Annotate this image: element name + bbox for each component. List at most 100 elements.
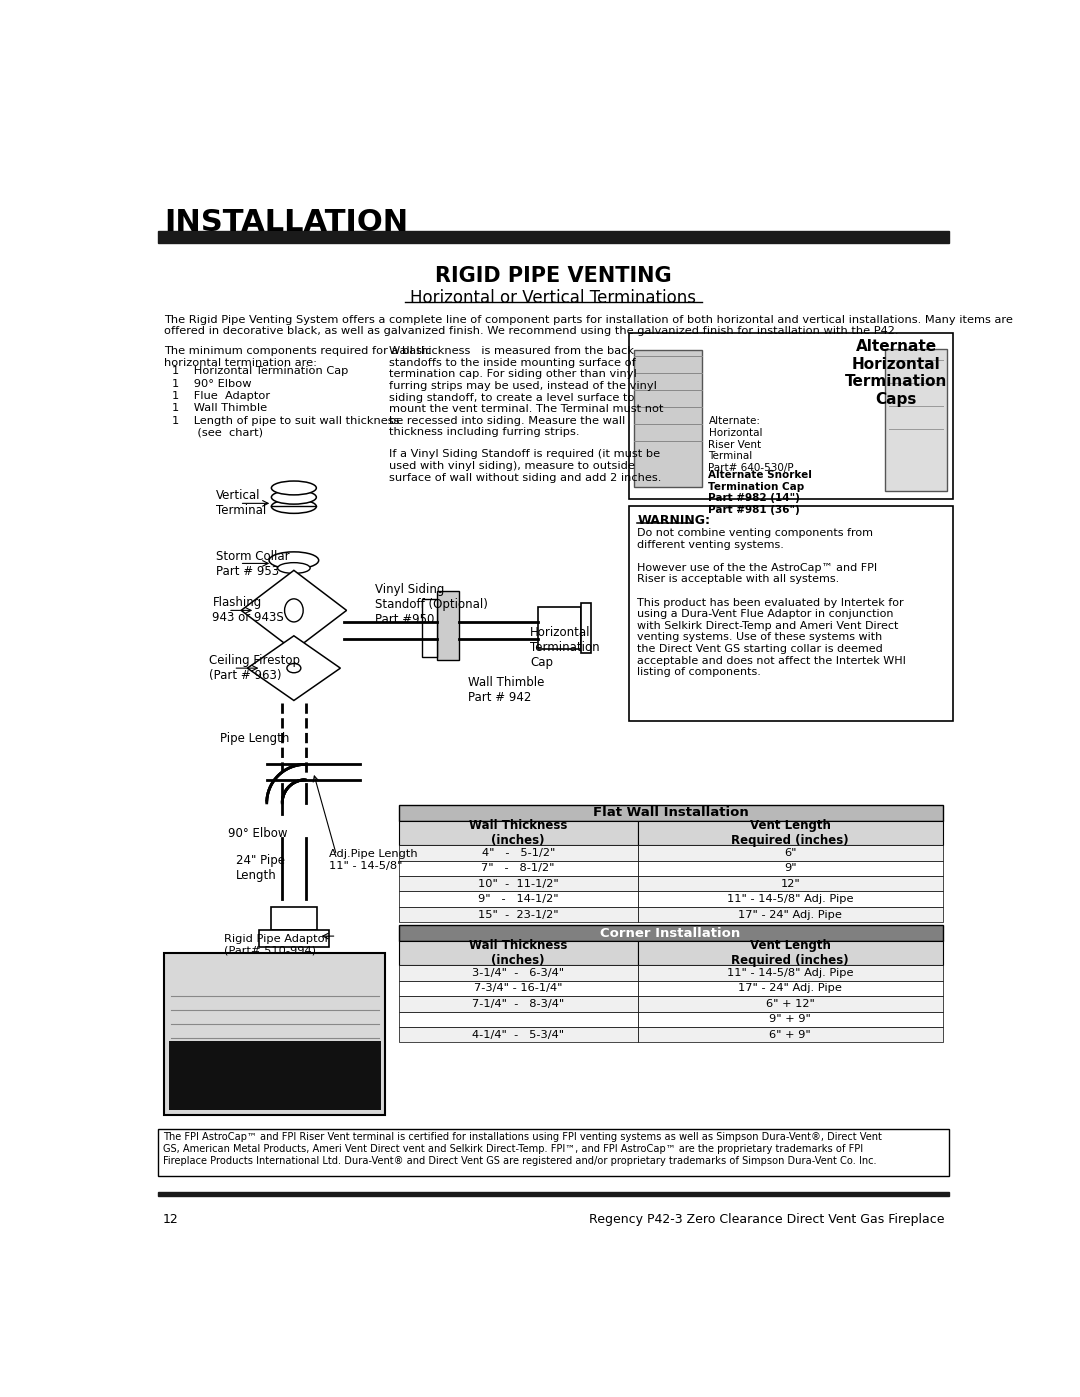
Text: 90° Elbow: 90° Elbow bbox=[228, 827, 287, 840]
Bar bbox=[638, 876, 943, 891]
Ellipse shape bbox=[271, 481, 316, 495]
Bar bbox=[170, 1041, 380, 1111]
Text: The Rigid Pipe Venting System offers a complete line of component parts for inst: The Rigid Pipe Venting System offers a c… bbox=[164, 314, 1013, 337]
Text: 7-1/4"  -   8-3/4": 7-1/4" - 8-3/4" bbox=[472, 999, 565, 1009]
Ellipse shape bbox=[278, 563, 310, 573]
Text: 17" - 24" Adj. Pipe: 17" - 24" Adj. Pipe bbox=[739, 983, 842, 993]
Text: 1    Length of pipe to suit wall thickness
       (see  chart): 1 Length of pipe to suit wall thickness … bbox=[172, 415, 400, 437]
Text: INSTALLATION: INSTALLATION bbox=[164, 208, 408, 236]
Bar bbox=[886, 349, 947, 490]
Bar bbox=[399, 940, 638, 965]
Text: 9"   -   14-1/2": 9" - 14-1/2" bbox=[477, 894, 558, 904]
Bar bbox=[399, 1027, 638, 1042]
Text: 6" + 12": 6" + 12" bbox=[766, 999, 814, 1009]
Bar bbox=[638, 861, 943, 876]
Text: 12: 12 bbox=[163, 1214, 178, 1227]
Text: RIGID PIPE VENTING: RIGID PIPE VENTING bbox=[435, 267, 672, 286]
Bar bbox=[638, 965, 943, 981]
Text: Vent Length
Required (inches): Vent Length Required (inches) bbox=[731, 939, 849, 967]
Bar bbox=[638, 891, 943, 907]
Text: Vinyl Siding
Standoff (Optional)
Part #950: Vinyl Siding Standoff (Optional) Part #9… bbox=[375, 584, 488, 626]
Text: WARNING:: WARNING: bbox=[637, 514, 711, 527]
Bar bbox=[638, 996, 943, 1011]
Bar bbox=[630, 334, 954, 499]
Ellipse shape bbox=[271, 500, 316, 513]
Bar bbox=[159, 1129, 948, 1176]
Text: 15"  -  23-1/2": 15" - 23-1/2" bbox=[477, 909, 558, 919]
Text: 7"   -   8-1/2": 7" - 8-1/2" bbox=[482, 863, 555, 873]
Bar bbox=[538, 606, 581, 648]
Text: Wall thickness   is measured from the back
standoffs to the inside mounting surf: Wall thickness is measured from the back… bbox=[389, 346, 664, 437]
Text: Storm Collar
Part # 953: Storm Collar Part # 953 bbox=[216, 550, 291, 578]
Text: The minimum components required for a basic
horizontal termination are:: The minimum components required for a ba… bbox=[164, 346, 432, 367]
Bar bbox=[399, 891, 638, 907]
Text: 3-1/4"  -   6-3/4": 3-1/4" - 6-3/4" bbox=[472, 968, 564, 978]
Ellipse shape bbox=[287, 664, 301, 673]
Text: Rigid Pipe Adaptor
(Part# 510-994): Rigid Pipe Adaptor (Part# 510-994) bbox=[225, 933, 329, 956]
Polygon shape bbox=[241, 570, 347, 651]
Text: 1    Flue  Adaptor: 1 Flue Adaptor bbox=[172, 391, 270, 401]
Bar bbox=[638, 845, 943, 861]
Bar bbox=[399, 981, 638, 996]
Bar bbox=[399, 876, 638, 891]
Text: Do not combine venting components from
different venting systems.

However use o: Do not combine venting components from d… bbox=[637, 528, 906, 678]
Bar bbox=[399, 1011, 638, 1027]
Text: 11" - 14-5/8" Adj. Pipe: 11" - 14-5/8" Adj. Pipe bbox=[727, 968, 853, 978]
Text: The FPI AstroCap™ and FPI Riser Vent terminal is certified for installations usi: The FPI AstroCap™ and FPI Riser Vent ter… bbox=[163, 1133, 881, 1165]
Text: Corner Installation: Corner Installation bbox=[600, 926, 741, 940]
Polygon shape bbox=[247, 636, 340, 700]
Bar bbox=[399, 996, 638, 1011]
Bar bbox=[399, 965, 638, 981]
Text: 9": 9" bbox=[784, 863, 797, 873]
Bar bbox=[638, 981, 943, 996]
Ellipse shape bbox=[271, 490, 316, 504]
Text: Alternate:
Horizontal
Riser Vent
Terminal
Part# 640-530/P: Alternate: Horizontal Riser Vent Termina… bbox=[708, 416, 794, 472]
Bar bbox=[259, 930, 328, 947]
Bar bbox=[634, 351, 702, 488]
Bar bbox=[638, 907, 943, 922]
Text: Pipe Length: Pipe Length bbox=[220, 732, 289, 746]
Text: 17" - 24" Adj. Pipe: 17" - 24" Adj. Pipe bbox=[739, 909, 842, 919]
Bar bbox=[399, 925, 943, 940]
Bar bbox=[638, 1011, 943, 1027]
Text: 1    90° Elbow: 1 90° Elbow bbox=[172, 379, 252, 388]
Text: 4-1/4"  -   5-3/4": 4-1/4" - 5-3/4" bbox=[472, 1030, 564, 1039]
Bar bbox=[399, 845, 638, 861]
Bar bbox=[638, 820, 943, 845]
Bar bbox=[399, 805, 943, 820]
Text: 6": 6" bbox=[784, 848, 796, 858]
Bar bbox=[437, 591, 459, 661]
Text: Horizontal
Termination
Cap: Horizontal Termination Cap bbox=[530, 626, 599, 669]
Bar bbox=[399, 907, 638, 922]
Bar bbox=[422, 599, 437, 657]
Text: Flat Wall Installation: Flat Wall Installation bbox=[593, 806, 748, 820]
Text: Wall Thickness
(inches): Wall Thickness (inches) bbox=[469, 939, 567, 967]
Bar bbox=[581, 602, 592, 652]
Bar bbox=[159, 1192, 948, 1196]
Text: 4"   -   5-1/2": 4" - 5-1/2" bbox=[482, 848, 555, 858]
Text: Ceiling Firestop
(Part # 963): Ceiling Firestop (Part # 963) bbox=[208, 654, 299, 682]
Text: If a Vinyl Siding Standoff is required (it must be
used with vinyl siding), meas: If a Vinyl Siding Standoff is required (… bbox=[389, 450, 662, 482]
Bar bbox=[399, 861, 638, 876]
Text: 10"  -  11-1/2": 10" - 11-1/2" bbox=[477, 879, 558, 888]
Bar bbox=[164, 953, 386, 1115]
Bar bbox=[271, 907, 318, 930]
Bar bbox=[159, 231, 948, 243]
Bar bbox=[638, 1027, 943, 1042]
Bar bbox=[630, 507, 954, 721]
Text: Alternate Snorkel
Termination Cap
Part #982 (14")
Part #981 (36"): Alternate Snorkel Termination Cap Part #… bbox=[708, 471, 812, 515]
Text: Adj.Pipe Length
11" - 14-5/8": Adj.Pipe Length 11" - 14-5/8" bbox=[328, 849, 417, 870]
Text: Flashing
943 or 943S: Flashing 943 or 943S bbox=[213, 597, 284, 624]
Ellipse shape bbox=[269, 552, 319, 569]
Text: Horizontal or Vertical Terminations: Horizontal or Vertical Terminations bbox=[410, 289, 697, 306]
Text: 9" + 9": 9" + 9" bbox=[769, 1014, 811, 1024]
Text: 24" Pipe
Length: 24" Pipe Length bbox=[235, 855, 285, 883]
Text: 6" + 9": 6" + 9" bbox=[769, 1030, 811, 1039]
Bar bbox=[638, 940, 943, 965]
Text: Wall Thimble
Part # 942: Wall Thimble Part # 942 bbox=[469, 676, 544, 704]
Text: Alternate
Horizontal
Termination
Caps: Alternate Horizontal Termination Caps bbox=[845, 339, 947, 407]
Text: 12": 12" bbox=[781, 879, 800, 888]
Text: Vent Length
Required (inches): Vent Length Required (inches) bbox=[731, 819, 849, 847]
Bar bbox=[399, 820, 638, 845]
Text: Wall Thickness
(inches): Wall Thickness (inches) bbox=[469, 819, 567, 847]
